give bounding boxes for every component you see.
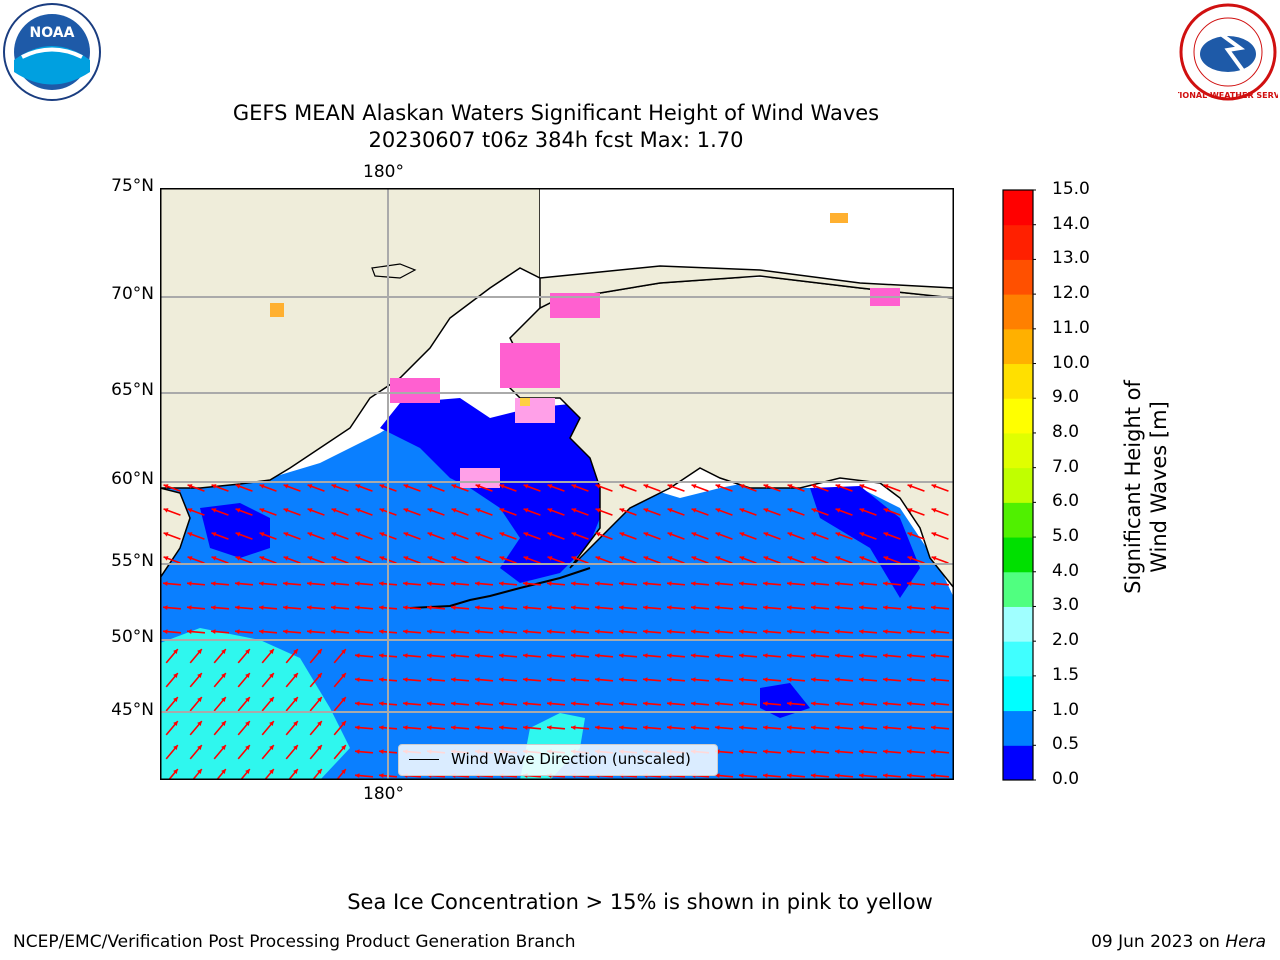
sea-ice [830, 213, 848, 223]
gridlines [160, 188, 954, 780]
colorbar-tick-label: 13.0 [1052, 248, 1090, 269]
chart-title: GEFS MEAN Alaskan Waters Significant Hei… [232, 101, 880, 125]
colorbar-segment [1003, 606, 1033, 642]
lat-label: 55°N [111, 551, 154, 571]
sea-ice [390, 378, 440, 403]
colorbar-segment [1003, 571, 1033, 607]
colorbar-label: Significant Height of Wind Waves [m] [1121, 380, 1171, 594]
colorbar-tick-label: 11.0 [1052, 317, 1090, 338]
lat-label: 75°N [111, 176, 154, 196]
nws-logo-text: NATIONAL WEATHER SERVICE [1178, 91, 1278, 100]
ocean-low-south [760, 683, 810, 718]
colorbar-segment [1003, 502, 1033, 538]
colorbar-tick-label: 4.0 [1052, 560, 1080, 581]
colorbar-segment [1003, 190, 1033, 226]
sea-ice [270, 303, 284, 317]
colorbar-tick-label: 9.0 [1052, 387, 1080, 408]
noaa-logo: NOAA [2, 2, 102, 102]
sea-ice-note: Sea Ice Concentration > 15% is shown in … [347, 890, 933, 914]
ocean-low-bering [380, 398, 610, 583]
colorbar-tick-label: 5.0 [1052, 526, 1080, 547]
colorbar-tick-label: 12.0 [1052, 283, 1090, 304]
land-wrangel [371, 263, 417, 279]
colorbar-segment [1003, 363, 1033, 399]
colorbar-segment [1003, 537, 1033, 573]
lon-label-bottom: 180° [363, 784, 404, 804]
colorbar-segment [1003, 224, 1033, 260]
sea-ice [520, 398, 530, 406]
lat-label: 65°N [111, 380, 154, 400]
colorbar-segment [1003, 710, 1033, 746]
colorbar-segment [1003, 641, 1033, 677]
lat-label: 60°N [111, 469, 154, 489]
colorbar-segment [1003, 432, 1033, 469]
nws-logo: NATIONAL WEATHER SERVICE [1162, 2, 1280, 102]
legend-text: Wind Wave Direction (unscaled) [451, 750, 691, 768]
ocean-cyan-sw [160, 628, 350, 780]
lat-label: 45°N [111, 700, 154, 720]
noaa-logo-text: NOAA [30, 25, 75, 41]
colorbar-tick-label: 14.0 [1052, 213, 1090, 234]
legend-line-icon [409, 759, 439, 760]
lat-label: 50°N [111, 627, 154, 647]
colorbar-tick-label: 10.0 [1052, 352, 1090, 373]
colorbar-tick-label: 2.0 [1052, 630, 1080, 651]
colorbar-tick-label: 1.0 [1052, 699, 1080, 720]
footer-credit: NCEP/EMC/Verification Post Processing Pr… [13, 932, 576, 952]
colorbar-segment [1003, 294, 1033, 330]
land-siberia [160, 188, 541, 489]
colorbar-tick-label: 0.5 [1052, 734, 1080, 755]
wind-wave-arrows [162, 484, 950, 780]
colorbar-tick-label: 0.0 [1052, 769, 1080, 789]
colorbar-segment [1003, 398, 1033, 434]
colorbar-segment [1003, 675, 1033, 712]
colorbar-tick-label: 6.0 [1052, 491, 1080, 512]
lon-label-top: 180° [363, 162, 404, 182]
footer-date-text: 09 Jun 2023 on [1091, 932, 1220, 952]
colorbar-segment [1003, 745, 1033, 781]
colorbar-tick-label: 7.0 [1052, 456, 1080, 477]
map-legend: Wind Wave Direction (unscaled) [398, 744, 718, 776]
colorbar-segment [1003, 467, 1033, 503]
map [160, 188, 954, 780]
colorbar-segment [1003, 328, 1033, 365]
colorbar [1002, 189, 1036, 781]
colorbar-tick-label: 15.0 [1052, 179, 1090, 199]
colorbar-tick-label: 1.5 [1052, 664, 1080, 685]
colorbar-tick-label: 8.0 [1052, 421, 1080, 442]
colorbar-tick-label: 3.0 [1052, 595, 1080, 616]
ocean-low-kamchatka [200, 503, 270, 558]
ocean-low-gulf [810, 486, 920, 598]
footer-host: Hera [1225, 932, 1266, 952]
land-aleutians [409, 567, 591, 609]
lat-label: 70°N [111, 284, 154, 304]
footer-date: 09 Jun 2023 on Hera [1091, 932, 1266, 952]
colorbar-segment [1003, 259, 1033, 295]
chart-subtitle: 20230607 t06z 384h fcst Max: 1.70 [368, 128, 744, 152]
sea-ice [500, 343, 560, 388]
